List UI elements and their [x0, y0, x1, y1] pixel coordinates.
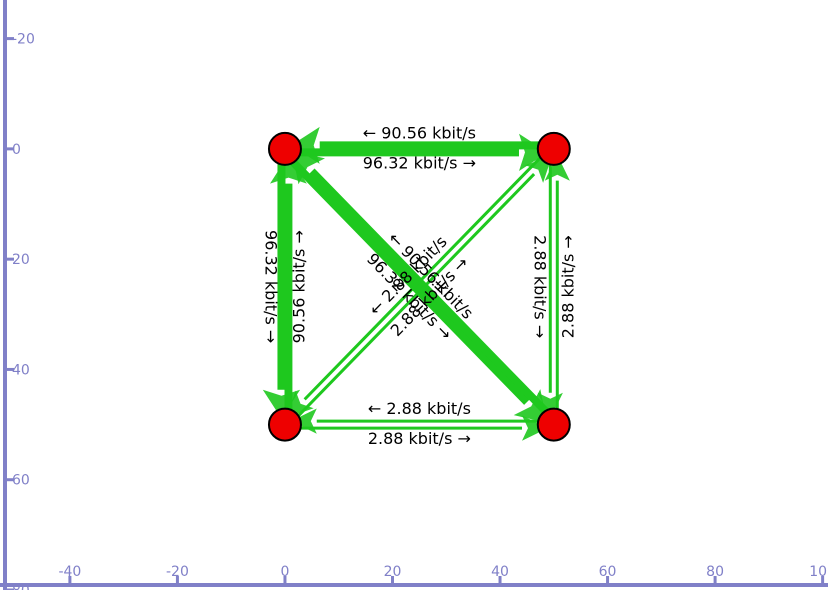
x-tick-label: 40 [491, 564, 509, 580]
node-n0[interactable] [267, 131, 302, 166]
link-label: 96.32 kbit/s → [363, 153, 476, 172]
x-tick-label: -20 [166, 564, 189, 580]
x-tick-label: 80 [706, 564, 724, 580]
arrowhead-icon [291, 126, 320, 164]
arrowhead-icon [291, 150, 325, 185]
link-l03 [279, 148, 548, 423]
x-tick-label: -40 [58, 564, 81, 580]
link-label: 2.88 kbit/s → [368, 429, 471, 448]
arrowhead-icon [544, 154, 570, 181]
y-tick-label: 60 [12, 473, 30, 489]
x-tick-label: 100 [809, 564, 828, 580]
link-label: 90.56 kbit/s → [290, 230, 309, 343]
y-tick-label: -20 [12, 32, 35, 48]
arrowhead-icon [291, 408, 317, 434]
y-tick-label: 0 [12, 142, 21, 158]
x-tick-label: 20 [384, 564, 402, 580]
link-l30 [291, 150, 560, 425]
link-l32 [291, 408, 554, 434]
y-tick-label: 80 [12, 583, 30, 590]
link-l10 [291, 126, 554, 164]
y-tick-label: 20 [12, 252, 30, 268]
link-label: ← 2.88 kbit/s [368, 399, 471, 418]
node-n3[interactable] [536, 407, 571, 442]
node-n2[interactable] [267, 407, 302, 442]
x-tick-label: 60 [599, 564, 617, 580]
arrowhead-icon [513, 389, 548, 423]
nodes [267, 131, 571, 442]
link-label: 96.32 kbit/s → [261, 230, 280, 343]
links [262, 126, 570, 441]
link-l31 [544, 154, 570, 425]
node-n1[interactable] [536, 131, 571, 166]
link-line [303, 145, 553, 401]
link-label: 2.88 kbit/s → [530, 235, 549, 338]
x-tick-label: 0 [281, 564, 290, 580]
y-tick-label: 40 [12, 362, 30, 378]
link-line [308, 168, 560, 425]
link-line [279, 148, 530, 405]
link-label: ← 90.56 kbit/s [363, 123, 476, 142]
link-label: 2.88 kbit/s → [558, 235, 577, 338]
link-line [286, 173, 536, 429]
